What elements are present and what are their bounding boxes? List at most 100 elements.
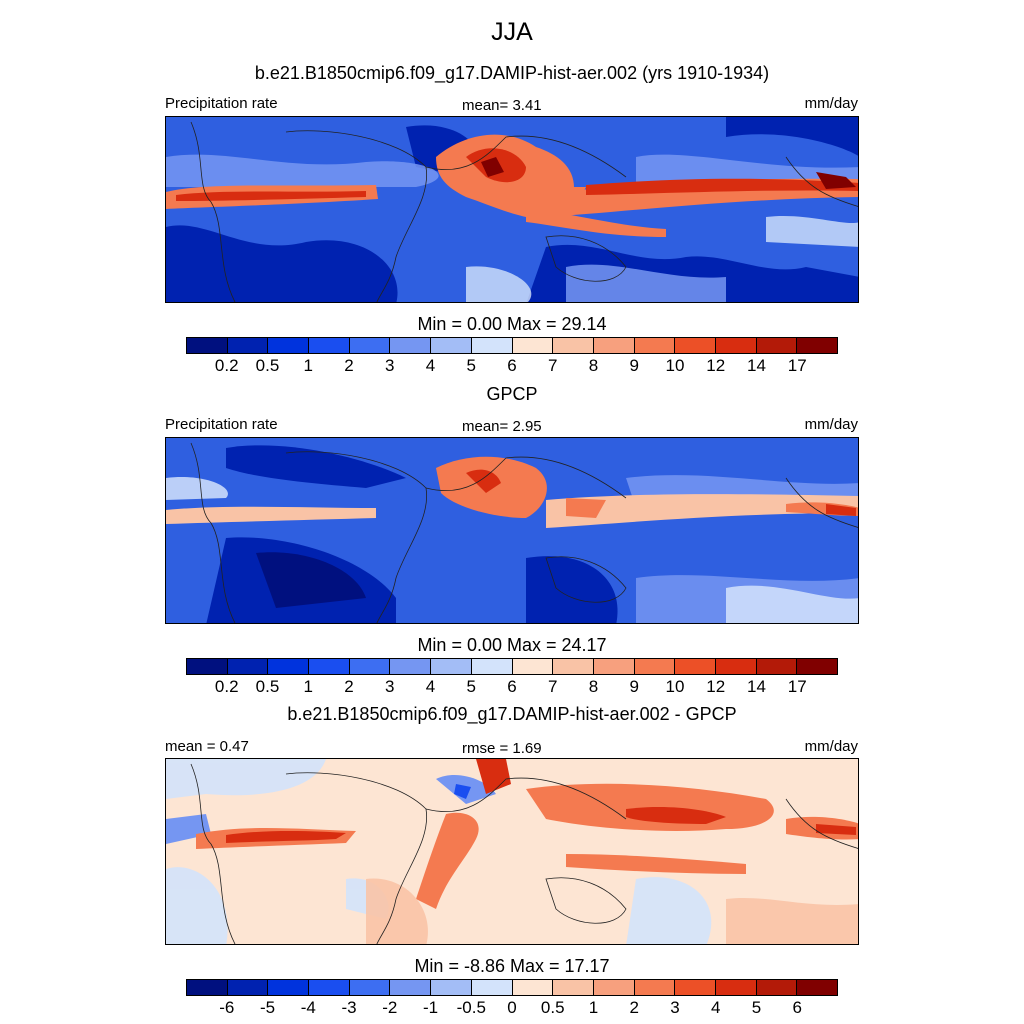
colorbar-swatch: [756, 338, 798, 353]
colorbar-swatch: [187, 338, 228, 353]
colorbar-tick-label: -6: [219, 998, 235, 1017]
colorbar-swatch: [553, 659, 594, 674]
colorbar-tick-label: 7: [548, 356, 558, 375]
colorbar-tick-label: 8: [588, 356, 599, 375]
colorbar-swatch: [309, 338, 350, 353]
colorbar-tick-label: 0.2: [214, 677, 239, 696]
colorbar-tick-label: 7: [548, 677, 558, 696]
colorbar-tick-label: -1: [422, 998, 439, 1017]
colorbar-swatch: [634, 980, 676, 995]
colorbar-tick-label: 0.5: [255, 677, 280, 696]
colorbar-tick-label: 5: [751, 998, 762, 1017]
map-diff-field: [166, 759, 858, 944]
panel-model-title: b.e21.B1850cmip6.f09_g17.DAMIP-hist-aer.…: [254, 63, 770, 83]
colorbar-swatch: [349, 980, 391, 995]
colorbar-tick-label: 12: [706, 356, 726, 375]
panel-model-map: [165, 116, 859, 303]
colorbar-tick-label: 2: [344, 356, 354, 375]
panel-diff-rmse-label: rmse = 1.69: [462, 740, 542, 757]
colorbar-swatch: [553, 338, 594, 353]
panel-diff-title: b.e21.B1850cmip6.f09_g17.DAMIP-hist-aer.…: [287, 704, 737, 724]
panel-model-colorbar-ticks: 0.2 0.5 1 2 3 4 5 6 7 8 9 10 12 14 17: [186, 356, 838, 376]
colorbar-swatch: [227, 659, 269, 674]
panel-diff-minmax: Min = -8.86 Max = 17.17: [414, 956, 610, 976]
colorbar-tick-label: 14: [747, 356, 766, 375]
colorbar-swatch: [553, 980, 594, 995]
colorbar-tick-label: 6: [792, 998, 802, 1017]
colorbar-swatch: [431, 338, 472, 353]
colorbar-tick-label: 0.5: [540, 998, 565, 1017]
colorbar-swatch: [471, 338, 513, 353]
colorbar-tick-label: 4: [711, 998, 721, 1017]
colorbar-tick-label: 2: [344, 677, 354, 696]
colorbar-swatch: [268, 338, 310, 353]
colorbar-tick-label: 1: [303, 356, 313, 375]
colorbar-swatch: [512, 338, 554, 353]
colorbar-tick-label: 0.5: [255, 356, 280, 375]
colorbar-tick-label: 10: [665, 356, 685, 375]
colorbar-swatch: [715, 980, 757, 995]
colorbar-swatch: [634, 659, 676, 674]
colorbar-swatch: [309, 659, 350, 674]
panel-model-units-label: mm/day: [804, 95, 858, 112]
colorbar-tick-label: 6: [507, 677, 517, 696]
colorbar-swatch: [593, 980, 635, 995]
panel-obs-map: [165, 437, 859, 624]
colorbar-swatch: [634, 338, 676, 353]
colorbar-tick-label: 3: [385, 677, 395, 696]
panel-obs-mean-label: mean= 2.95: [462, 418, 542, 435]
panel-diff-mean-label: mean = 0.47: [165, 738, 249, 755]
colorbar-swatch: [390, 980, 432, 995]
colorbar-tick-label: 10: [665, 677, 685, 696]
colorbar-swatch: [512, 659, 554, 674]
colorbar-swatch: [797, 659, 837, 674]
colorbar-swatch: [675, 659, 716, 674]
panel-obs-left-label: Precipitation rate: [165, 416, 278, 433]
colorbar-tick-label: 3: [670, 998, 680, 1017]
colorbar-tick-label: -0.5: [456, 998, 486, 1017]
colorbar-tick-label: 14: [747, 677, 766, 696]
panel-model-mean-label: mean= 3.41: [462, 97, 542, 114]
colorbar-swatch: [471, 659, 513, 674]
colorbar-swatch: [227, 980, 269, 995]
colorbar-swatch: [593, 659, 635, 674]
panel-obs-colorbar-ticks: 0.2 0.5 1 2 3 4 5 6 7 8 9 10 12 14 17: [186, 677, 838, 697]
panel-model-minmax: Min = 0.00 Max = 29.14: [417, 314, 607, 334]
colorbar-swatch: [187, 980, 228, 995]
panel-obs-minmax: Min = 0.00 Max = 24.17: [417, 635, 607, 655]
panel-diff-units-label: mm/day: [804, 738, 858, 755]
panel-diff-map: [165, 758, 859, 945]
colorbar-swatch: [268, 659, 310, 674]
panel-obs-colorbar: [186, 658, 838, 675]
colorbar-tick-label: 9: [629, 677, 639, 696]
panel-obs-title: GPCP: [486, 384, 538, 404]
colorbar-tick-label: 3: [385, 356, 395, 375]
colorbar-swatch: [675, 338, 716, 353]
colorbar-tick-label: -3: [341, 998, 357, 1017]
colorbar-swatch: [390, 338, 432, 353]
colorbar-swatch: [431, 659, 472, 674]
colorbar-swatch: [756, 980, 798, 995]
colorbar-swatch: [349, 338, 391, 353]
colorbar-swatch: [390, 659, 432, 674]
colorbar-tick-label: 8: [588, 677, 599, 696]
colorbar-swatch: [715, 659, 757, 674]
colorbar-swatch: [309, 980, 350, 995]
colorbar-tick-label: 4: [425, 356, 436, 375]
panel-model-left-label: Precipitation rate: [165, 95, 278, 112]
colorbar-tick-label: 0.2: [214, 356, 239, 375]
colorbar-swatch: [756, 659, 798, 674]
colorbar-tick-label: 0: [507, 998, 517, 1017]
panel-diff-colorbar-ticks: -6 -5 -4 -3 -2 -1 -0.5 0 0.5 1 2 3 4 5 6: [186, 998, 838, 1018]
colorbar-tick-label: 4: [425, 677, 436, 696]
figure-title: JJA: [491, 18, 533, 46]
colorbar-tick-label: 17: [787, 677, 807, 696]
panel-diff-colorbar: [186, 979, 838, 996]
colorbar-tick-label: 1: [303, 677, 313, 696]
colorbar-swatch: [471, 980, 513, 995]
colorbar-swatch: [227, 338, 269, 353]
colorbar-tick-label: -4: [300, 998, 316, 1017]
colorbar-swatch: [268, 980, 310, 995]
colorbar-swatch: [349, 659, 391, 674]
colorbar-swatch: [593, 338, 635, 353]
